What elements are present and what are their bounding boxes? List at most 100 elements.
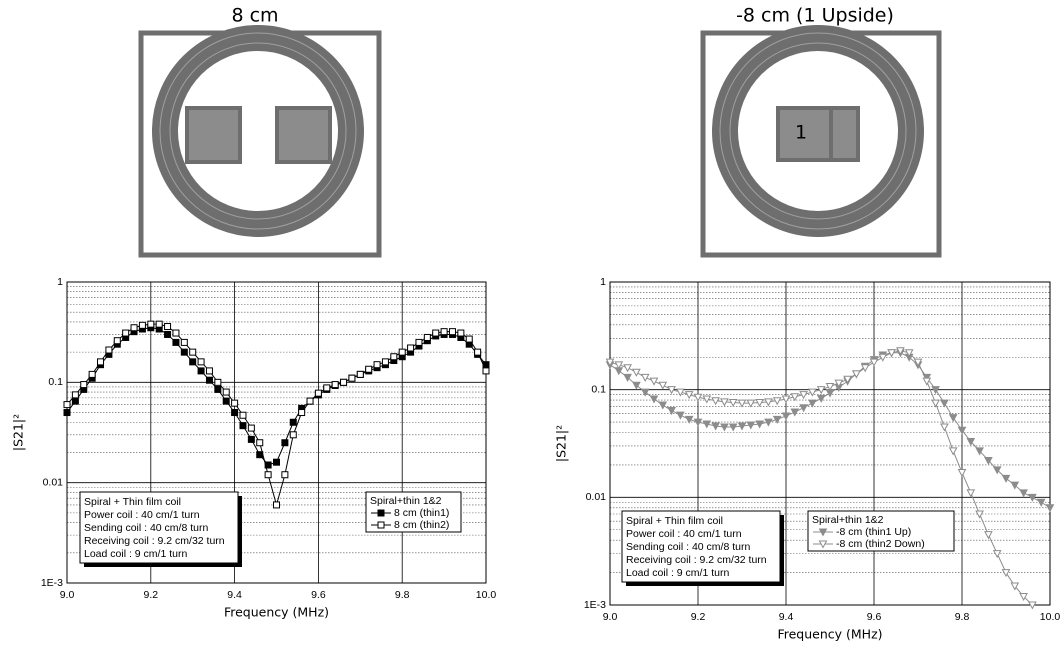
marker bbox=[790, 393, 800, 402]
y-tick-label: 0.01 bbox=[586, 491, 607, 503]
marker bbox=[948, 414, 958, 423]
marker bbox=[381, 358, 389, 366]
coil-ring bbox=[712, 25, 924, 237]
marker bbox=[231, 399, 239, 407]
marker bbox=[772, 415, 782, 424]
marker bbox=[1001, 569, 1011, 578]
coil-turn bbox=[159, 32, 357, 230]
y-tick-label: 1E-3 bbox=[41, 577, 63, 589]
marker bbox=[878, 353, 888, 362]
marker bbox=[799, 391, 808, 400]
coil-turn bbox=[719, 32, 917, 230]
marker bbox=[314, 389, 322, 397]
legend-label: 8 cm (thin1) bbox=[394, 507, 449, 519]
coil-label: 1 bbox=[795, 122, 807, 144]
marker bbox=[440, 328, 448, 336]
marker bbox=[764, 398, 773, 407]
marker bbox=[869, 358, 879, 367]
marker bbox=[992, 466, 1002, 475]
y-tick-label: 1E-3 bbox=[584, 599, 606, 611]
marker bbox=[913, 358, 923, 367]
marker bbox=[984, 531, 993, 540]
y-tick-label: 1 bbox=[57, 276, 63, 288]
marker bbox=[273, 458, 280, 466]
x-axis-title: Frequency (MHz) bbox=[777, 627, 882, 642]
marker bbox=[281, 439, 289, 447]
marker bbox=[975, 447, 984, 456]
marker bbox=[340, 378, 348, 386]
x-tick-label: 9.4 bbox=[227, 589, 242, 601]
diagram-title: -8 cm (1 Upside) bbox=[736, 5, 894, 27]
marker bbox=[799, 404, 808, 413]
marker bbox=[772, 397, 782, 406]
marker bbox=[298, 409, 306, 417]
marker bbox=[623, 364, 632, 373]
marker bbox=[138, 321, 146, 329]
marker bbox=[423, 333, 431, 341]
marker bbox=[122, 329, 130, 337]
marker bbox=[658, 381, 668, 390]
marker bbox=[63, 401, 71, 409]
x-tick-label: 9.6 bbox=[867, 611, 882, 623]
marker bbox=[737, 422, 747, 431]
coil-turn bbox=[729, 42, 907, 220]
marker bbox=[790, 408, 800, 417]
marker bbox=[640, 388, 650, 397]
marker bbox=[649, 395, 659, 404]
marker bbox=[632, 368, 641, 377]
y-tick-label: 1 bbox=[600, 276, 606, 288]
coil-ring bbox=[152, 25, 364, 237]
series-line bbox=[66, 327, 487, 466]
coil-turn bbox=[169, 42, 347, 220]
marker bbox=[205, 376, 213, 384]
marker bbox=[649, 377, 659, 386]
x-axis-title: Frequency (MHz) bbox=[224, 605, 329, 620]
legend-label: -8 cm (thin1 Up) bbox=[836, 526, 911, 538]
marker bbox=[676, 388, 685, 397]
marker bbox=[164, 323, 172, 331]
marker bbox=[816, 386, 826, 395]
marker bbox=[1010, 481, 1020, 490]
marker bbox=[113, 337, 121, 345]
x-tick-label: 9.8 bbox=[955, 611, 970, 623]
marker bbox=[931, 386, 940, 395]
marker bbox=[231, 409, 239, 417]
legend-marker bbox=[818, 528, 828, 537]
x-tick-label: 9.2 bbox=[143, 589, 158, 601]
marker bbox=[247, 424, 255, 432]
marker bbox=[711, 422, 720, 431]
marker bbox=[693, 393, 703, 402]
marker bbox=[720, 398, 729, 407]
marker bbox=[852, 370, 861, 379]
marker bbox=[737, 399, 747, 408]
marker bbox=[281, 471, 289, 479]
marker bbox=[1036, 498, 1046, 507]
legend-title: Spiral+thin 1&2 bbox=[812, 514, 884, 526]
marker bbox=[105, 346, 113, 354]
marker bbox=[239, 411, 247, 419]
marker bbox=[398, 348, 406, 356]
marker bbox=[614, 361, 624, 370]
marker bbox=[222, 397, 230, 405]
thin-film-coil bbox=[776, 106, 860, 162]
marker bbox=[966, 438, 976, 447]
marker bbox=[755, 398, 764, 408]
marker bbox=[834, 379, 844, 388]
marker bbox=[1028, 601, 1037, 610]
series-line bbox=[66, 323, 487, 507]
marker bbox=[239, 422, 247, 430]
marker bbox=[808, 399, 817, 408]
marker bbox=[1010, 582, 1020, 591]
diagram-title: 8 cm bbox=[231, 5, 278, 27]
marker bbox=[984, 456, 993, 466]
annotation-box bbox=[621, 510, 781, 583]
marker bbox=[1019, 489, 1028, 498]
marker bbox=[975, 510, 984, 519]
marker bbox=[331, 381, 339, 389]
marker bbox=[1045, 504, 1055, 513]
marker bbox=[623, 373, 632, 382]
marker bbox=[957, 426, 967, 435]
marker bbox=[71, 391, 79, 399]
marker bbox=[247, 435, 255, 443]
